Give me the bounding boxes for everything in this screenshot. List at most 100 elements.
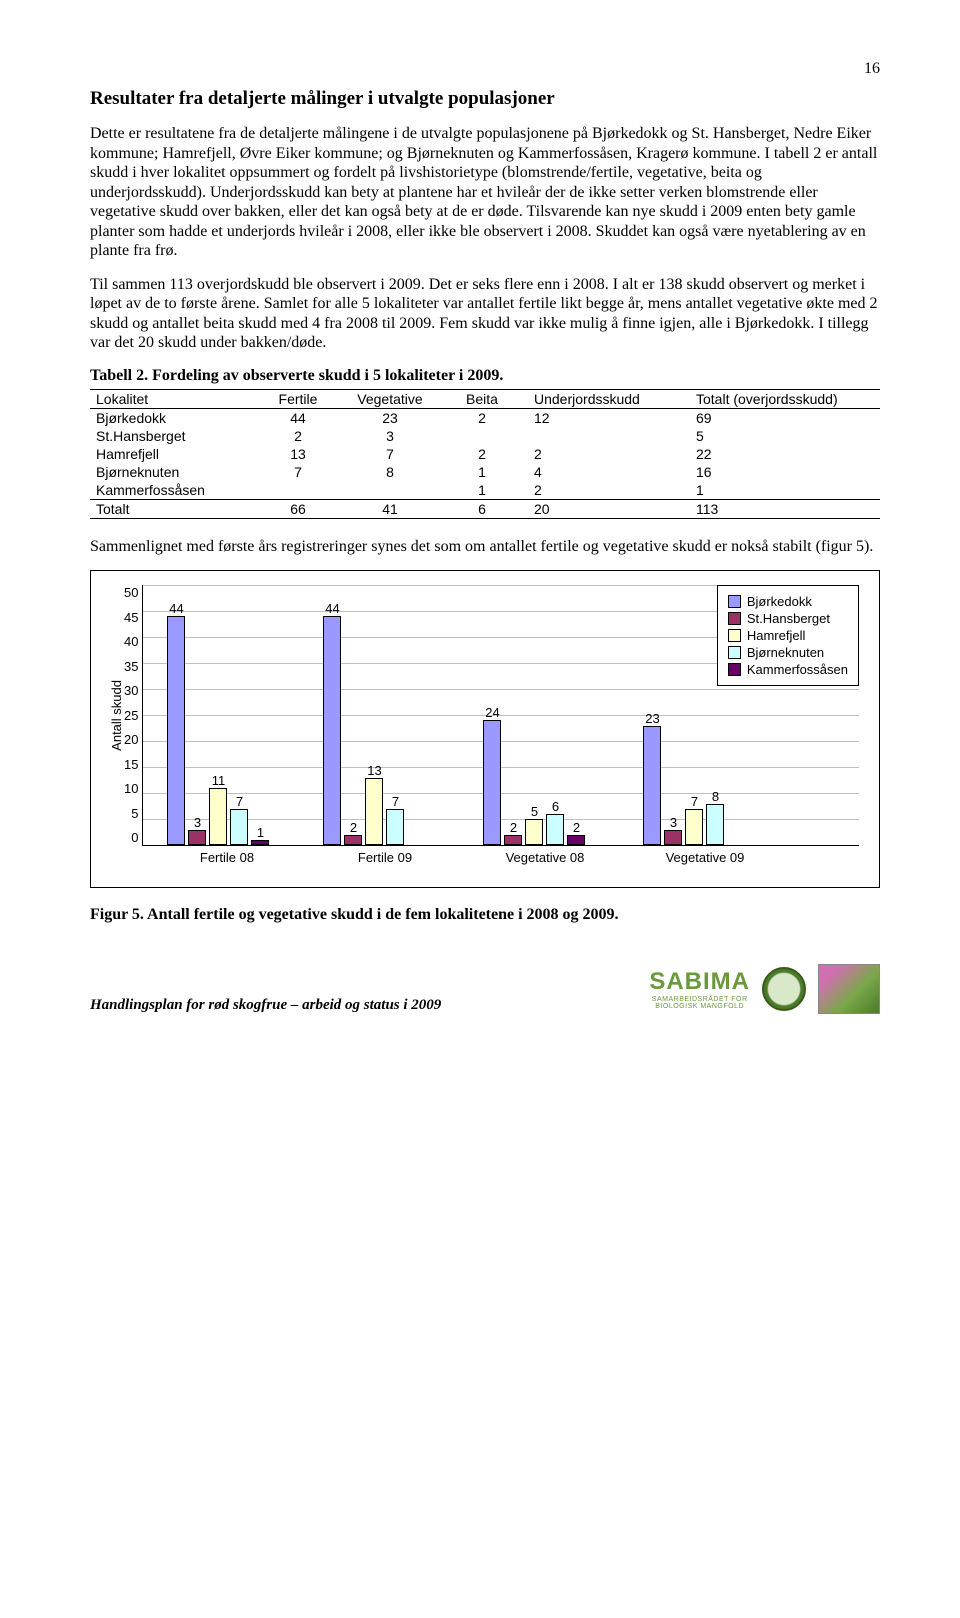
legend-item: Kammerfossåsen [728, 662, 848, 677]
y-tick: 45 [124, 610, 138, 625]
th-vegetative: Vegetative [344, 389, 436, 408]
y-tick: 30 [124, 683, 138, 698]
bar: 7 [685, 809, 703, 845]
page-number: 16 [90, 60, 880, 78]
bar: 1 [251, 840, 269, 845]
table-cell: Kammerfossåsen [90, 481, 252, 500]
table-row: Kammerfossåsen 121 [90, 481, 880, 500]
legend-label: Bjørkedokk [747, 594, 812, 609]
flower-icon [818, 964, 880, 1014]
bar-group: 442137 [323, 616, 404, 845]
sabima-logo-text: SABIMA [649, 968, 750, 996]
table-cell: Bjørneknuten [90, 463, 252, 481]
sabima-sub1: SAMARBEIDSRÅDET FOR [649, 996, 750, 1003]
th-beita: Beita [436, 389, 528, 408]
table-title: Tabell 2. Fordeling av observerte skudd … [90, 367, 880, 385]
data-table: Lokalitet Fertile Vegetative Beita Under… [90, 389, 880, 519]
bar: 11 [209, 788, 227, 845]
table-cell: 1 [436, 463, 528, 481]
bar: 3 [188, 830, 206, 846]
paragraph-3: Sammenlignet med første års registrering… [90, 537, 880, 557]
paragraph-1: Dette er resultatene fra de detaljerte m… [90, 124, 880, 261]
legend-swatch [728, 595, 741, 608]
legend-label: St.Hansberget [747, 611, 830, 626]
table-cell: 7 [344, 445, 436, 463]
table-row: Bjørkedokk442321269 [90, 408, 880, 427]
table-cell: 2 [252, 427, 344, 445]
table-header-row: Lokalitet Fertile Vegetative Beita Under… [90, 389, 880, 408]
bar-value-label: 7 [236, 794, 243, 809]
th-lokalitet: Lokalitet [90, 389, 252, 408]
bar: 44 [167, 616, 185, 845]
bar: 23 [643, 726, 661, 846]
x-tick-label: Fertile 09 [305, 850, 465, 865]
sabima-logo: SABIMA SAMARBEIDSRÅDET FOR BIOLOGISK MAN… [649, 968, 750, 1010]
table-cell: 2 [528, 481, 690, 500]
x-tick-label: Vegetative 09 [625, 850, 785, 865]
table-cell: Hamrefjell [90, 445, 252, 463]
table-cell: 3 [344, 427, 436, 445]
table-cell: 7 [252, 463, 344, 481]
bar-group: 242562 [483, 720, 585, 845]
table-cell: 2 [528, 445, 690, 463]
legend-item: Bjørkedokk [728, 594, 848, 609]
bar-value-label: 2 [510, 820, 517, 835]
bar: 44 [323, 616, 341, 845]
bar-chart: Antall skudd 50454035302520151050 443117… [90, 570, 880, 888]
table-cell: 22 [690, 445, 880, 463]
bar: 7 [230, 809, 248, 845]
table-cell: 13 [252, 445, 344, 463]
legend-item: St.Hansberget [728, 611, 848, 626]
bar-value-label: 1 [257, 825, 264, 840]
td-total-veg: 41 [344, 499, 436, 518]
table-cell: 12 [528, 408, 690, 427]
table-row: St.Hansberget23 5 [90, 427, 880, 445]
table-cell [528, 427, 690, 445]
y-tick: 40 [124, 634, 138, 649]
y-tick: 20 [124, 732, 138, 747]
table-cell: 2 [436, 408, 528, 427]
table-cell: 44 [252, 408, 344, 427]
bar-value-label: 44 [325, 601, 339, 616]
td-total-beita: 6 [436, 499, 528, 518]
bar-value-label: 44 [169, 601, 183, 616]
legend-item: Bjørneknuten [728, 645, 848, 660]
bar: 2 [567, 835, 585, 845]
bar-value-label: 6 [552, 799, 559, 814]
bar: 13 [365, 778, 383, 846]
section-heading: Resultater fra detaljerte målinger i utv… [90, 88, 880, 110]
td-total-under: 20 [528, 499, 690, 518]
bar-value-label: 13 [367, 763, 381, 778]
table-cell: Bjørkedokk [90, 408, 252, 427]
table-cell [344, 481, 436, 500]
x-tick-label: Fertile 08 [149, 850, 305, 865]
y-tick: 25 [124, 708, 138, 723]
x-axis-labels: Fertile 08Fertile 09Vegetative 08Vegetat… [149, 850, 859, 865]
bar: 3 [664, 830, 682, 846]
table-cell: 5 [690, 427, 880, 445]
x-tick-label: Vegetative 08 [465, 850, 625, 865]
footer-text: Handlingsplan for rød skogfrue – arbeid … [90, 997, 441, 1014]
bar-value-label: 2 [573, 820, 580, 835]
th-underjord: Underjordsskudd [528, 389, 690, 408]
footer-logos: SABIMA SAMARBEIDSRÅDET FOR BIOLOGISK MAN… [649, 964, 880, 1014]
td-total-fertile: 66 [252, 499, 344, 518]
y-axis-ticks: 50454035302520151050 [124, 585, 142, 845]
table-cell: 1 [436, 481, 528, 500]
table-total-row: Totalt 66 41 6 20 113 [90, 499, 880, 518]
bar-value-label: 7 [691, 794, 698, 809]
th-totalt: Totalt (overjordsskudd) [690, 389, 880, 408]
legend-item: Hamrefjell [728, 628, 848, 643]
legend-label: Hamrefjell [747, 628, 806, 643]
y-tick: 10 [124, 781, 138, 796]
table-cell: 1 [690, 481, 880, 500]
table-cell: St.Hansberget [90, 427, 252, 445]
bar: 6 [546, 814, 564, 845]
bar: 24 [483, 720, 501, 845]
page-footer: Handlingsplan for rød skogfrue – arbeid … [90, 964, 880, 1014]
table-cell: 69 [690, 408, 880, 427]
table-cell: 23 [344, 408, 436, 427]
bar: 8 [706, 804, 724, 846]
table-cell: 2 [436, 445, 528, 463]
table-cell [252, 481, 344, 500]
